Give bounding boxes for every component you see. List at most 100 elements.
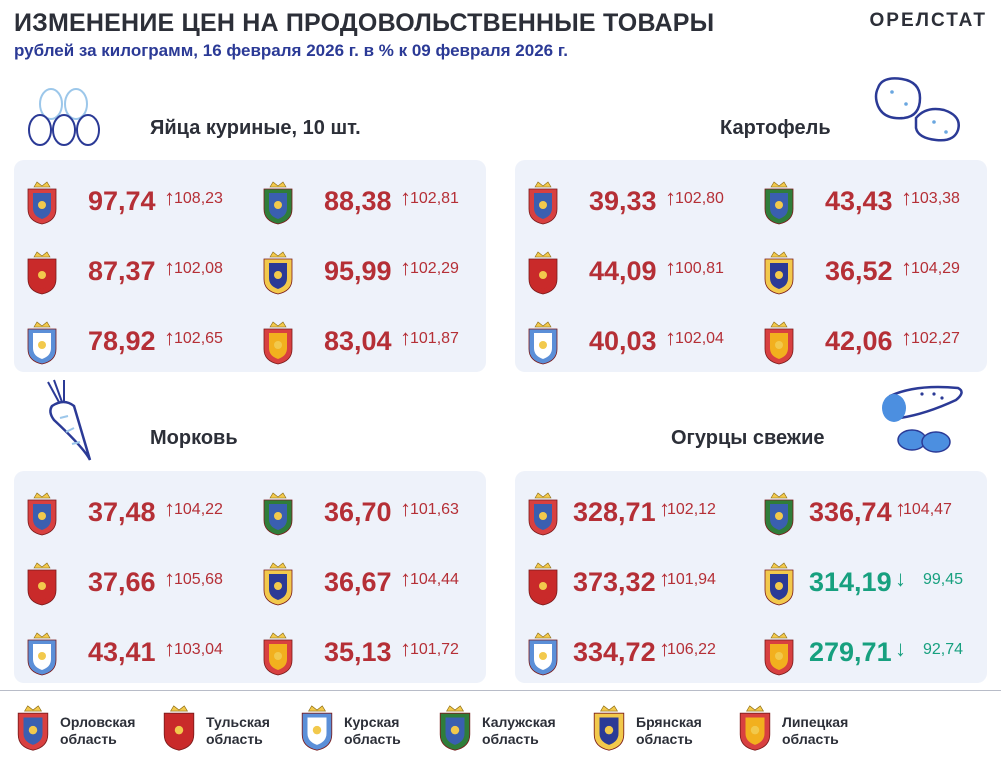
arrow-up-icon: ↑	[164, 636, 175, 661]
price-value: 35,13	[324, 637, 392, 667]
percent-change: 104,47	[903, 501, 952, 518]
price-cell-tula: 37,66 ↑ 105,68	[14, 553, 250, 613]
bryansk-emblem-icon	[590, 704, 628, 752]
percent-change: 104,44	[410, 571, 459, 588]
price-value: 36,67	[324, 567, 392, 597]
percent-change: 104,22	[174, 501, 223, 518]
price-cell-bryansk: 36,52 ↑ 104,29	[751, 242, 987, 302]
arrow-up-icon: ↑	[400, 325, 411, 350]
cucumber-icon	[882, 385, 963, 453]
percent-change: 103,38	[911, 190, 960, 207]
arrow-up-icon: ↑	[164, 185, 175, 210]
price-value: 40,03	[589, 326, 657, 356]
price-value: 334,72	[573, 637, 656, 667]
price-value: 83,04	[324, 326, 392, 356]
legend-label-line2: область	[60, 731, 117, 747]
orel-emblem-icon	[525, 181, 561, 225]
price-value: 373,32	[573, 567, 656, 597]
kaluga-emblem-icon	[260, 492, 296, 536]
kursk-emblem-icon	[24, 321, 60, 365]
bryansk-emblem-icon	[260, 562, 296, 606]
percent-change: 92,74	[923, 641, 964, 658]
page-title: ИЗМЕНЕНИЕ ЦЕН НА ПРОДОВОЛЬСТВЕННЫЕ ТОВАР…	[14, 9, 715, 37]
price-cell-kursk: 334,72 ↑ 106,22	[515, 623, 751, 683]
percent-change: 102,08	[174, 260, 223, 277]
price-value: 314,19	[809, 567, 892, 597]
legend-divider	[0, 690, 1001, 691]
arrow-up-icon: ↑	[895, 496, 906, 521]
carrot-icon	[47, 379, 92, 461]
percent-change: 102,81	[410, 190, 459, 207]
legend-label-line1: Тульская	[206, 714, 270, 730]
arrow-up-icon: ↑	[164, 325, 175, 350]
kursk-emblem-icon	[525, 321, 561, 365]
arrow-down-icon: ↓	[895, 566, 906, 591]
price-value: 336,74	[809, 497, 892, 527]
section-title-potato: Картофель	[720, 117, 831, 139]
section-title-carrot: Морковь	[150, 427, 238, 449]
percent-change: 102,12	[667, 501, 716, 518]
percent-change: 102,65	[174, 330, 223, 347]
lipetsk-emblem-icon	[260, 632, 296, 676]
price-cell-kaluga: 36,70 ↑ 101,63	[250, 483, 486, 543]
lipetsk-emblem-icon	[260, 321, 296, 365]
legend-label: Орловская область	[60, 714, 135, 748]
legend-label: Липецкая область	[782, 714, 848, 748]
legend-label-line1: Курская	[344, 714, 400, 730]
orel-emblem-icon	[525, 492, 561, 536]
price-cell-bryansk: 314,19 ↓ 99,45	[751, 553, 987, 613]
arrow-up-icon: ↑	[164, 496, 175, 521]
orel-emblem-icon	[14, 704, 52, 752]
price-value: 43,41	[88, 637, 156, 667]
bryansk-emblem-icon	[260, 251, 296, 295]
price-value: 279,71	[809, 637, 892, 667]
legend-label: Брянская область	[636, 714, 702, 748]
price-cell-kursk: 40,03 ↑ 102,04	[515, 312, 751, 372]
orel-emblem-icon	[24, 181, 60, 225]
price-panel-cucumber: 328,71 ↑ 102,12 336,74 ↑ 104,47 373,32 ↑ 101,9…	[515, 471, 987, 683]
price-cell-bryansk: 36,67 ↑ 104,44	[250, 553, 486, 613]
price-value: 42,06	[825, 326, 893, 356]
price-value: 37,66	[88, 567, 156, 597]
kaluga-emblem-icon	[436, 704, 474, 752]
arrow-up-icon: ↑	[901, 255, 912, 280]
arrow-up-icon: ↑	[400, 185, 411, 210]
arrow-up-icon: ↑	[901, 185, 912, 210]
price-cell-tula: 87,37 ↑ 102,08	[14, 242, 250, 302]
arrow-up-icon: ↑	[659, 566, 670, 591]
price-value: 36,70	[324, 497, 392, 527]
price-cell-tula: 44,09 ↑ 100,81	[515, 242, 751, 302]
percent-change: 105,68	[174, 571, 223, 588]
price-value: 43,43	[825, 186, 893, 216]
percent-change: 101,63	[410, 501, 459, 518]
lipetsk-emblem-icon	[761, 321, 797, 365]
price-value: 37,48	[88, 497, 156, 527]
eggs-icon	[28, 88, 100, 146]
arrow-up-icon: ↑	[400, 636, 411, 661]
price-value: 97,74	[88, 186, 156, 216]
legend-label-line1: Липецкая	[782, 714, 849, 730]
percent-change: 102,04	[675, 330, 724, 347]
price-value: 36,52	[825, 256, 893, 286]
arrow-up-icon: ↑	[665, 185, 676, 210]
price-value: 88,38	[324, 186, 392, 216]
kaluga-emblem-icon	[761, 181, 797, 225]
arrow-up-icon: ↑	[400, 496, 411, 521]
percent-change: 104,29	[911, 260, 960, 277]
price-cell-kaluga: 43,43 ↑ 103,38	[751, 172, 987, 232]
arrow-up-icon: ↑	[164, 255, 175, 280]
price-panel-potato: 39,33 ↑ 102,80 43,43 ↑ 103,38 44,09 ↑ 100,81 3…	[515, 160, 987, 372]
price-cell-tula: 373,32 ↑ 101,94	[515, 553, 751, 613]
price-cell-lipetsk: 83,04 ↑ 101,87	[250, 312, 486, 372]
legend-label-line2: область	[782, 731, 839, 747]
percent-change: 101,94	[667, 571, 716, 588]
tula-emblem-icon	[525, 251, 561, 295]
bryansk-emblem-icon	[761, 251, 797, 295]
price-panel-carrot: 37,48 ↑ 104,22 36,70 ↑ 101,63 37,66 ↑ 105,68 3…	[14, 471, 486, 683]
percent-change: 102,80	[675, 190, 724, 207]
percent-change: 106,22	[667, 641, 716, 658]
percent-change: 102,29	[410, 260, 459, 277]
percent-change: 103,04	[174, 641, 223, 658]
kursk-emblem-icon	[298, 704, 336, 752]
tula-emblem-icon	[525, 562, 561, 606]
